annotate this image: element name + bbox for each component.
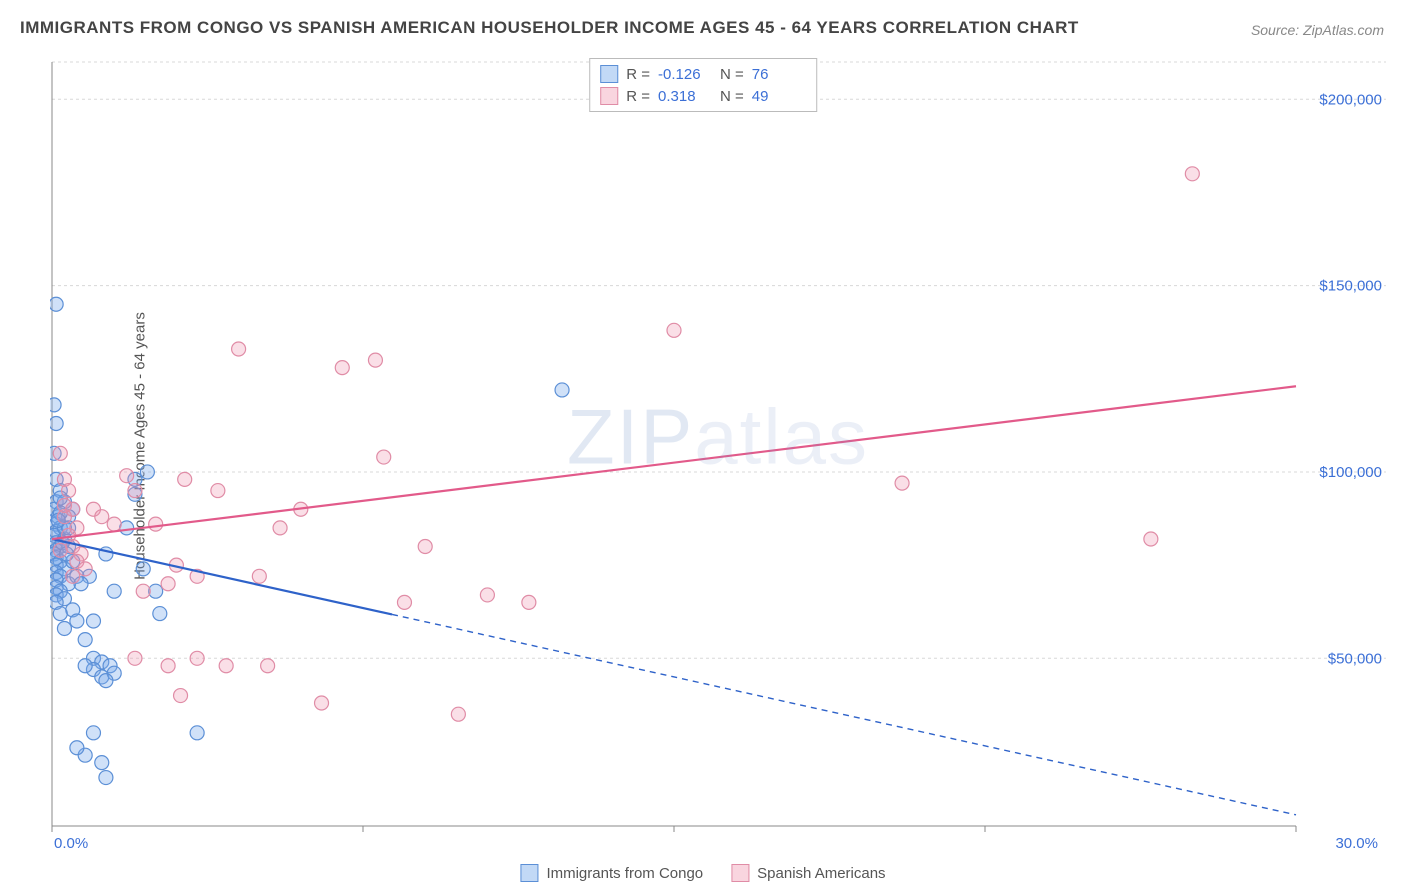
scatter-point bbox=[1185, 167, 1199, 181]
scatter-point bbox=[136, 562, 150, 576]
legend-swatch-icon bbox=[731, 864, 749, 882]
x-tick-label: 0.0% bbox=[54, 835, 88, 850]
correlation-stats-box: R = -0.126 N = 76 R = 0.318 N = 49 bbox=[589, 58, 817, 112]
legend-label: Immigrants from Congo bbox=[546, 865, 703, 882]
series-swatch-icon bbox=[600, 87, 618, 105]
series-swatch-icon bbox=[600, 65, 618, 83]
scatter-point bbox=[53, 446, 67, 460]
legend-item: Spanish Americans bbox=[731, 864, 885, 882]
scatter-point bbox=[149, 517, 163, 531]
scatter-point bbox=[377, 450, 391, 464]
scatter-point bbox=[57, 498, 71, 512]
legend-swatch-icon bbox=[520, 864, 538, 882]
scatter-point bbox=[335, 361, 349, 375]
scatter-point bbox=[50, 297, 63, 311]
r-label: R = bbox=[626, 66, 650, 83]
scatter-point bbox=[261, 659, 275, 673]
scatter-point bbox=[128, 484, 142, 498]
scatter-point bbox=[120, 469, 134, 483]
y-tick-label: $200,000 bbox=[1319, 91, 1382, 108]
source-attribution: Source: ZipAtlas.com bbox=[1251, 22, 1384, 38]
scatter-point bbox=[66, 569, 80, 583]
scatter-point bbox=[219, 659, 233, 673]
scatter-point bbox=[70, 614, 84, 628]
scatter-point bbox=[107, 584, 121, 598]
y-tick-label: $50,000 bbox=[1328, 650, 1382, 667]
scatter-point bbox=[153, 607, 167, 621]
scatter-point bbox=[78, 633, 92, 647]
n-value: 49 bbox=[752, 88, 806, 105]
trend-line-extrapolated bbox=[392, 614, 1296, 814]
scatter-point bbox=[480, 588, 494, 602]
n-value: 76 bbox=[752, 66, 806, 83]
scatter-point bbox=[62, 484, 76, 498]
plot-svg: $50,000 $100,000 $150,000 $200,000 0.0% 30.0% bbox=[50, 56, 1386, 850]
scatter-point bbox=[50, 398, 61, 412]
scatter-point bbox=[522, 595, 536, 609]
scatter-point bbox=[99, 674, 113, 688]
scatter-point bbox=[120, 521, 134, 535]
scatter-point bbox=[368, 353, 382, 367]
scatter-point bbox=[190, 651, 204, 665]
scatter-point bbox=[86, 614, 100, 628]
scatter-point bbox=[211, 484, 225, 498]
scatter-point bbox=[95, 756, 109, 770]
scatter-point bbox=[895, 476, 909, 490]
scatter-point bbox=[1144, 532, 1158, 546]
r-label: R = bbox=[626, 88, 650, 105]
scatter-point bbox=[107, 517, 121, 531]
scatter-point bbox=[86, 726, 100, 740]
scatter-point bbox=[78, 562, 92, 576]
scatter-point bbox=[174, 689, 188, 703]
scatter-point bbox=[140, 465, 154, 479]
scatter-point bbox=[397, 595, 411, 609]
scatter-point bbox=[99, 771, 113, 785]
n-label: N = bbox=[720, 88, 744, 105]
scatter-plot: $50,000 $100,000 $150,000 $200,000 0.0% 30.0%… bbox=[50, 56, 1386, 850]
scatter-point bbox=[178, 472, 192, 486]
scatter-point bbox=[78, 659, 92, 673]
legend-item: Immigrants from Congo bbox=[520, 864, 703, 882]
scatter-point bbox=[232, 342, 246, 356]
scatter-point bbox=[667, 323, 681, 337]
scatter-point bbox=[555, 383, 569, 397]
n-label: N = bbox=[720, 66, 744, 83]
scatter-point bbox=[50, 417, 63, 431]
scatter-point bbox=[57, 621, 71, 635]
stats-row: R = -0.126 N = 76 bbox=[600, 63, 806, 85]
r-value: 0.318 bbox=[658, 88, 712, 105]
scatter-point bbox=[190, 726, 204, 740]
scatter-point bbox=[128, 651, 142, 665]
legend-label: Spanish Americans bbox=[757, 865, 885, 882]
legend: Immigrants from Congo Spanish Americans bbox=[520, 864, 885, 882]
chart-title: IMMIGRANTS FROM CONGO VS SPANISH AMERICA… bbox=[20, 18, 1079, 38]
trend-line bbox=[52, 539, 392, 614]
scatter-point bbox=[136, 584, 150, 598]
scatter-point bbox=[451, 707, 465, 721]
scatter-point bbox=[161, 577, 175, 591]
scatter-point bbox=[70, 741, 84, 755]
y-tick-label: $150,000 bbox=[1319, 278, 1382, 295]
scatter-point bbox=[53, 607, 67, 621]
r-value: -0.126 bbox=[658, 66, 712, 83]
scatter-point bbox=[95, 510, 109, 524]
scatter-point bbox=[418, 539, 432, 553]
scatter-point bbox=[53, 543, 67, 557]
scatter-point bbox=[273, 521, 287, 535]
scatter-point bbox=[252, 569, 266, 583]
y-tick-label: $100,000 bbox=[1319, 464, 1382, 481]
x-tick-label: 30.0% bbox=[1335, 835, 1378, 850]
scatter-point bbox=[315, 696, 329, 710]
scatter-point bbox=[161, 659, 175, 673]
trend-line bbox=[52, 386, 1296, 539]
stats-row: R = 0.318 N = 49 bbox=[600, 85, 806, 107]
